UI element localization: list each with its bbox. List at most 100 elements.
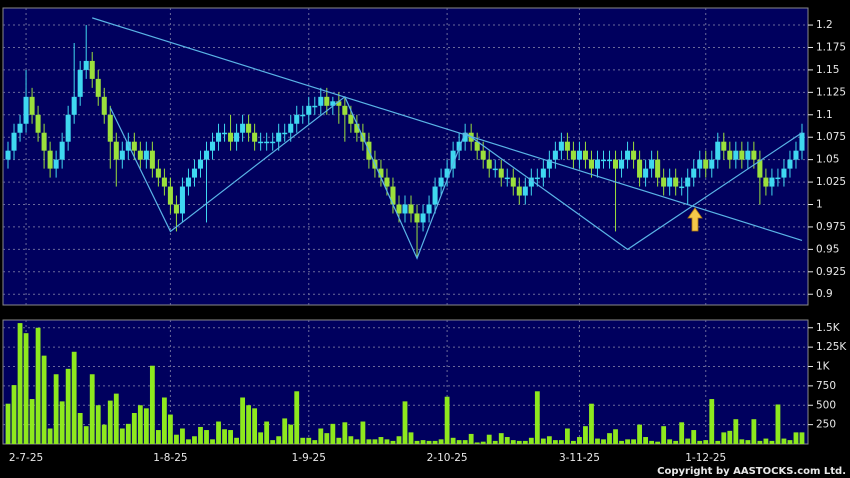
volume-bar (607, 433, 612, 444)
volume-bar (474, 442, 480, 444)
volume-bar (372, 439, 378, 444)
volume-bar (715, 440, 721, 444)
candle-body (613, 159, 619, 169)
candle-body (486, 159, 492, 169)
volume-bar (691, 430, 697, 444)
candle-body (402, 204, 408, 214)
candle-body (125, 141, 131, 151)
candle-body (384, 177, 390, 187)
trendline (109, 95, 803, 260)
candle-body (673, 177, 679, 187)
candle-body (793, 150, 799, 160)
volume-bar (83, 426, 89, 444)
volume-bar (787, 440, 793, 444)
volume-bar (583, 426, 588, 444)
candle-body (318, 96, 324, 106)
candle-body (757, 159, 763, 178)
candle-body (462, 132, 468, 142)
volume-bar (432, 440, 438, 444)
candle-body (306, 105, 312, 115)
volume-bar (95, 405, 101, 444)
candle-body (17, 123, 23, 133)
volume-bar (378, 437, 384, 444)
volume-bar (318, 428, 324, 444)
candle-body (721, 141, 727, 151)
candle-body (703, 159, 709, 169)
volume-bar (763, 438, 769, 444)
candle-body (691, 168, 697, 178)
candle-body (348, 114, 354, 124)
candle-body (143, 150, 149, 160)
volume-bar (306, 437, 312, 444)
volume-bar (210, 439, 215, 444)
candle-body (179, 186, 185, 214)
candle-body (240, 123, 246, 133)
volume-bar (619, 440, 624, 444)
candle-body (492, 168, 498, 171)
candle-body (282, 132, 288, 135)
candle-body (83, 60, 89, 70)
candle-body (35, 114, 41, 133)
volume-bar (282, 418, 288, 444)
volume-bar (637, 424, 642, 444)
candle-body (324, 96, 330, 106)
candle-body (637, 159, 643, 178)
volume-bar (113, 393, 119, 444)
candle-body (546, 159, 552, 169)
candle-body (209, 141, 216, 151)
candle-body (498, 168, 504, 178)
candle-body (480, 150, 486, 160)
candle-body (643, 168, 649, 178)
volume-bar (601, 439, 606, 444)
volume-bar (510, 440, 516, 444)
volume-bar (667, 439, 673, 444)
arrow-marker (687, 207, 703, 232)
volume-bar (709, 399, 715, 444)
volume-bar (342, 422, 348, 444)
volume-bar (799, 432, 805, 444)
candle-body (769, 177, 775, 187)
candle-body (330, 101, 336, 106)
candle-body (619, 159, 625, 169)
candle-body (787, 159, 793, 169)
candle-body (203, 150, 210, 160)
volume-bar (552, 440, 558, 444)
candle-body (197, 159, 204, 169)
candle-body (739, 150, 745, 160)
volume-bar (528, 437, 534, 444)
candle-body (799, 132, 805, 151)
volume-bar (384, 439, 390, 444)
volume-bar (192, 436, 197, 444)
volume-bar (101, 424, 107, 444)
volume-bar (739, 439, 745, 444)
volume-bar (444, 396, 450, 444)
candle-body (119, 150, 125, 160)
volume-bar (65, 368, 71, 444)
volume-bar (558, 440, 564, 444)
candle-body (685, 177, 691, 187)
candle-body (600, 159, 607, 162)
candle-body (258, 141, 264, 144)
candle-body (588, 159, 594, 169)
candle-body (745, 150, 751, 160)
volume-bar (258, 432, 264, 444)
y-tick-label: 1.15 (816, 64, 839, 76)
volume-bar (733, 419, 739, 444)
candle-body (540, 168, 546, 178)
candle-body (516, 186, 522, 196)
candle-body (414, 213, 420, 223)
volume-bar (59, 401, 65, 444)
candle-body (552, 150, 558, 160)
candle-body (71, 96, 77, 115)
volume-bar (625, 439, 630, 444)
y-tick-label: 1 (816, 199, 823, 211)
candle-body (408, 204, 414, 214)
candle-body (288, 123, 294, 133)
volume-bar (119, 428, 125, 444)
volume-bar (53, 374, 59, 444)
volume-bar (312, 440, 318, 444)
candle-body (697, 159, 703, 169)
y-tick-label: 0.925 (816, 266, 846, 278)
volume-bar (77, 413, 83, 444)
